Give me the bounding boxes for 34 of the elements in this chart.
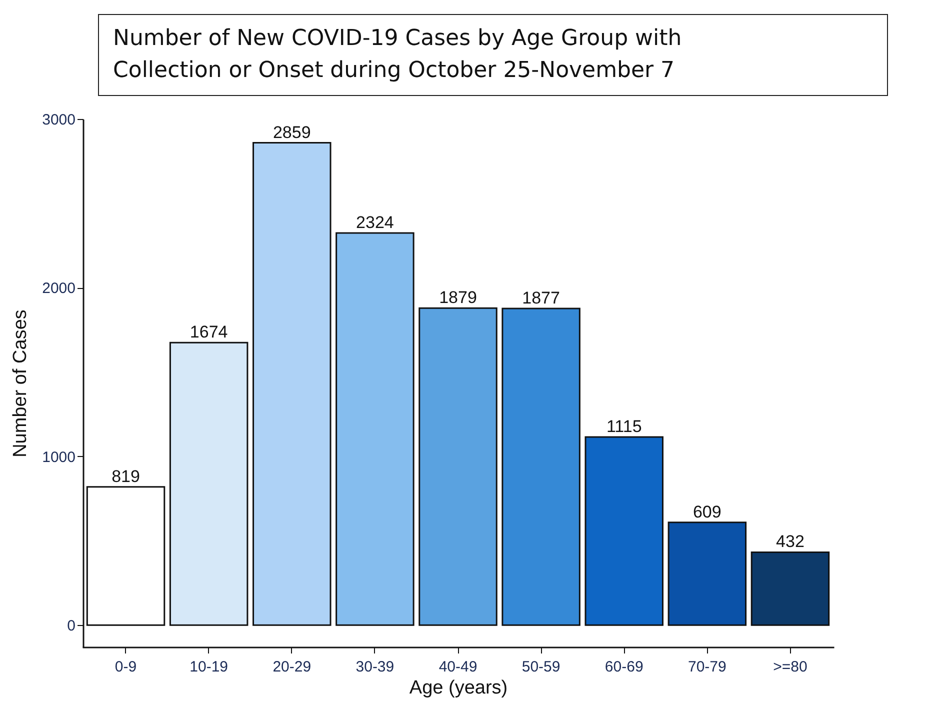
y-tick-label: 0 xyxy=(67,618,76,635)
data-label: 2859 xyxy=(272,122,311,142)
x-tick-label: 20-29 xyxy=(272,658,312,676)
x-tick-label: 60-69 xyxy=(604,658,644,676)
bar xyxy=(252,142,332,626)
y-tick-label: 3000 xyxy=(42,112,76,128)
bar xyxy=(750,551,830,626)
bar xyxy=(502,308,580,626)
bar xyxy=(668,522,747,626)
x-tick-label: 0-9 xyxy=(114,658,137,676)
y-tick-label: 2000 xyxy=(42,280,76,298)
chart-title: Number of New COVID-19 Cases by Age Group with Collection or Onset during October 25-November 7 xyxy=(98,14,888,96)
data-label: 1115 xyxy=(606,416,642,436)
data-label: 2324 xyxy=(356,213,394,232)
bar xyxy=(169,342,248,626)
y-tick-label: 1000 xyxy=(42,448,76,466)
data-label: 819 xyxy=(112,466,140,486)
bar xyxy=(336,232,414,626)
data-label: 1879 xyxy=(439,288,477,308)
bar xyxy=(584,436,664,626)
bar xyxy=(86,486,166,626)
x-tick-label: >=80 xyxy=(773,658,808,676)
x-axis-title: Age (years) xyxy=(409,678,508,698)
x-tick-label: 50-59 xyxy=(522,658,560,676)
x-tick-label: 10-19 xyxy=(190,658,228,676)
data-label: 1674 xyxy=(190,322,228,342)
x-tick-label: 70-79 xyxy=(688,658,726,676)
data-label: 432 xyxy=(776,532,804,552)
data-label: 1877 xyxy=(522,288,560,308)
x-tick-label: 30-39 xyxy=(356,658,394,676)
data-label: 609 xyxy=(692,502,722,522)
x-tick-label: 40-49 xyxy=(438,658,478,676)
bar xyxy=(418,307,498,626)
y-axis-title: Number of Cases xyxy=(10,310,32,458)
